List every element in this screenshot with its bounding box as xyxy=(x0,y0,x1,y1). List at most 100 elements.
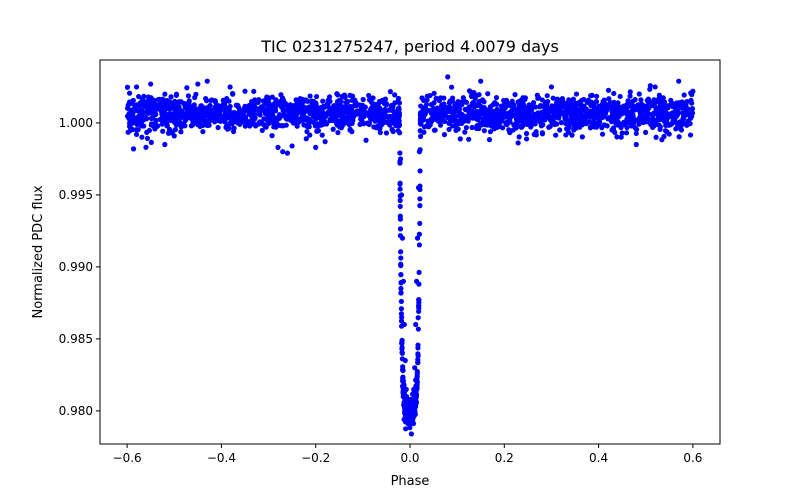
data-point xyxy=(417,196,423,202)
data-point xyxy=(643,129,649,135)
data-point xyxy=(611,90,617,97)
data-point xyxy=(149,110,155,116)
data-point xyxy=(392,92,398,98)
data-point xyxy=(655,112,661,118)
data-point xyxy=(249,118,255,125)
data-point xyxy=(399,314,405,320)
data-point xyxy=(250,100,256,106)
data-point xyxy=(592,105,598,111)
data-point xyxy=(263,96,270,102)
data-point xyxy=(492,117,498,123)
x-axis-ticks: −0.6 −0.4 −0.2 0.0 0.2 0.4 0.6 xyxy=(113,444,702,465)
data-point xyxy=(576,122,583,128)
data-point xyxy=(558,104,564,111)
data-point xyxy=(173,122,179,128)
data-point xyxy=(257,106,263,112)
data-point xyxy=(150,102,157,108)
data-point xyxy=(140,99,146,105)
data-point xyxy=(476,99,482,105)
data-point xyxy=(213,107,219,113)
data-point xyxy=(399,235,406,241)
data-point xyxy=(416,269,422,276)
data-point xyxy=(619,130,625,136)
data-point xyxy=(396,106,402,113)
data-point xyxy=(282,102,288,108)
data-point xyxy=(441,132,448,138)
data-point xyxy=(162,110,168,116)
data-point xyxy=(265,117,271,124)
data-point xyxy=(289,143,295,149)
data-point xyxy=(197,111,203,117)
data-point xyxy=(349,93,356,99)
data-point xyxy=(570,103,576,109)
data-point xyxy=(617,93,623,100)
data-point xyxy=(318,111,324,117)
data-point xyxy=(680,102,687,108)
data-point xyxy=(171,133,177,139)
data-point xyxy=(585,114,591,120)
data-point xyxy=(597,115,604,121)
data-point xyxy=(674,112,681,118)
data-point xyxy=(678,122,684,129)
data-point xyxy=(398,306,404,312)
data-point xyxy=(470,114,476,120)
data-point xyxy=(503,120,509,126)
data-point xyxy=(605,87,612,93)
data-point xyxy=(415,315,421,321)
data-point xyxy=(398,298,404,305)
data-point xyxy=(441,118,448,124)
y-tick-label: 0.995 xyxy=(59,188,93,202)
data-point xyxy=(405,396,411,402)
data-point xyxy=(407,422,413,428)
data-point xyxy=(400,390,406,396)
data-point xyxy=(599,131,606,137)
data-point xyxy=(532,121,538,127)
data-point xyxy=(517,105,523,111)
data-point xyxy=(316,107,322,113)
data-point xyxy=(300,99,306,105)
data-point xyxy=(417,220,423,227)
data-point xyxy=(627,89,633,95)
data-point xyxy=(153,117,159,124)
data-point xyxy=(305,98,311,104)
data-point xyxy=(231,125,237,131)
data-point xyxy=(198,104,204,110)
data-point xyxy=(307,132,313,138)
data-point xyxy=(610,118,617,125)
data-point xyxy=(445,74,451,80)
data-point xyxy=(601,97,607,103)
data-point xyxy=(398,290,404,296)
y-tick-label: 1.000 xyxy=(59,116,93,130)
data-point xyxy=(614,122,621,128)
data-point xyxy=(383,102,389,108)
data-point xyxy=(634,103,640,109)
data-point xyxy=(500,107,506,113)
data-point xyxy=(404,416,410,422)
data-point xyxy=(203,95,209,102)
data-point xyxy=(444,109,450,115)
data-point xyxy=(359,118,365,124)
x-tick-label: 0.2 xyxy=(495,451,514,465)
data-point xyxy=(553,132,559,138)
data-point xyxy=(204,78,210,84)
data-point xyxy=(544,93,550,99)
data-point xyxy=(196,120,202,126)
data-point xyxy=(300,104,307,110)
data-point xyxy=(605,105,611,111)
data-point xyxy=(462,117,468,124)
data-point xyxy=(208,97,214,103)
data-point xyxy=(244,107,250,113)
data-point xyxy=(565,122,572,128)
data-point xyxy=(523,130,530,137)
data-point xyxy=(400,374,406,380)
data-point xyxy=(129,110,135,116)
data-point xyxy=(657,126,663,133)
data-point xyxy=(510,112,516,119)
data-point xyxy=(330,126,336,132)
data-point xyxy=(437,122,444,128)
data-point xyxy=(417,128,423,134)
data-point xyxy=(322,139,328,145)
data-point xyxy=(176,114,182,121)
data-point xyxy=(436,110,442,117)
